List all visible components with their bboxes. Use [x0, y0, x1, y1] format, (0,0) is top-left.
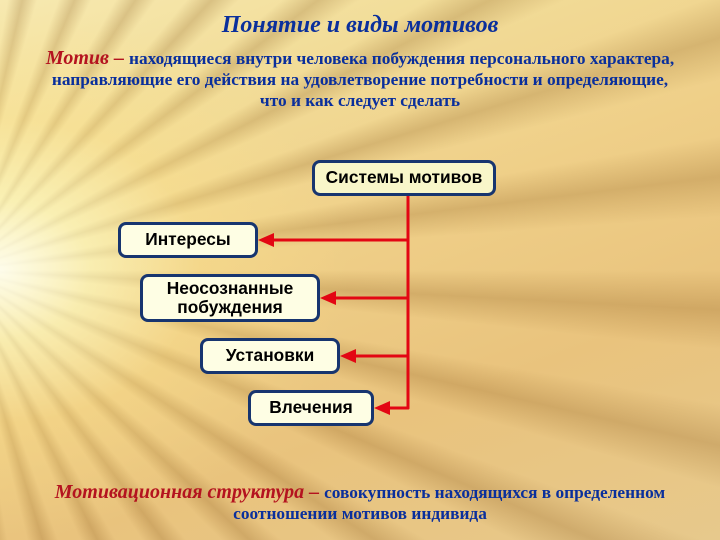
child-box-interests: Интересы — [118, 222, 258, 258]
definition-structure-term: Мотивационная структура – — [55, 481, 324, 503]
definition-motive-term: Мотив – — [46, 47, 129, 69]
slide-title: Понятие и виды мотивов — [0, 12, 720, 39]
definition-motive: Мотив – находящиеся внутри человека побу… — [40, 46, 680, 112]
slide-stage: Понятие и виды мотивов Мотив – находящие… — [0, 0, 720, 540]
definition-motive-body: находящиеся внутри человека побуждения п… — [52, 49, 674, 110]
root-box-systems-of-motives: Системы мотивов — [312, 160, 496, 196]
definition-structure: Мотивационная структура – совокупность н… — [40, 480, 680, 525]
child-box-drives: Влечения — [248, 390, 374, 426]
child-box-attitudes: Установки — [200, 338, 340, 374]
child-box-unconscious: Неосознанные побуждения — [140, 274, 320, 322]
